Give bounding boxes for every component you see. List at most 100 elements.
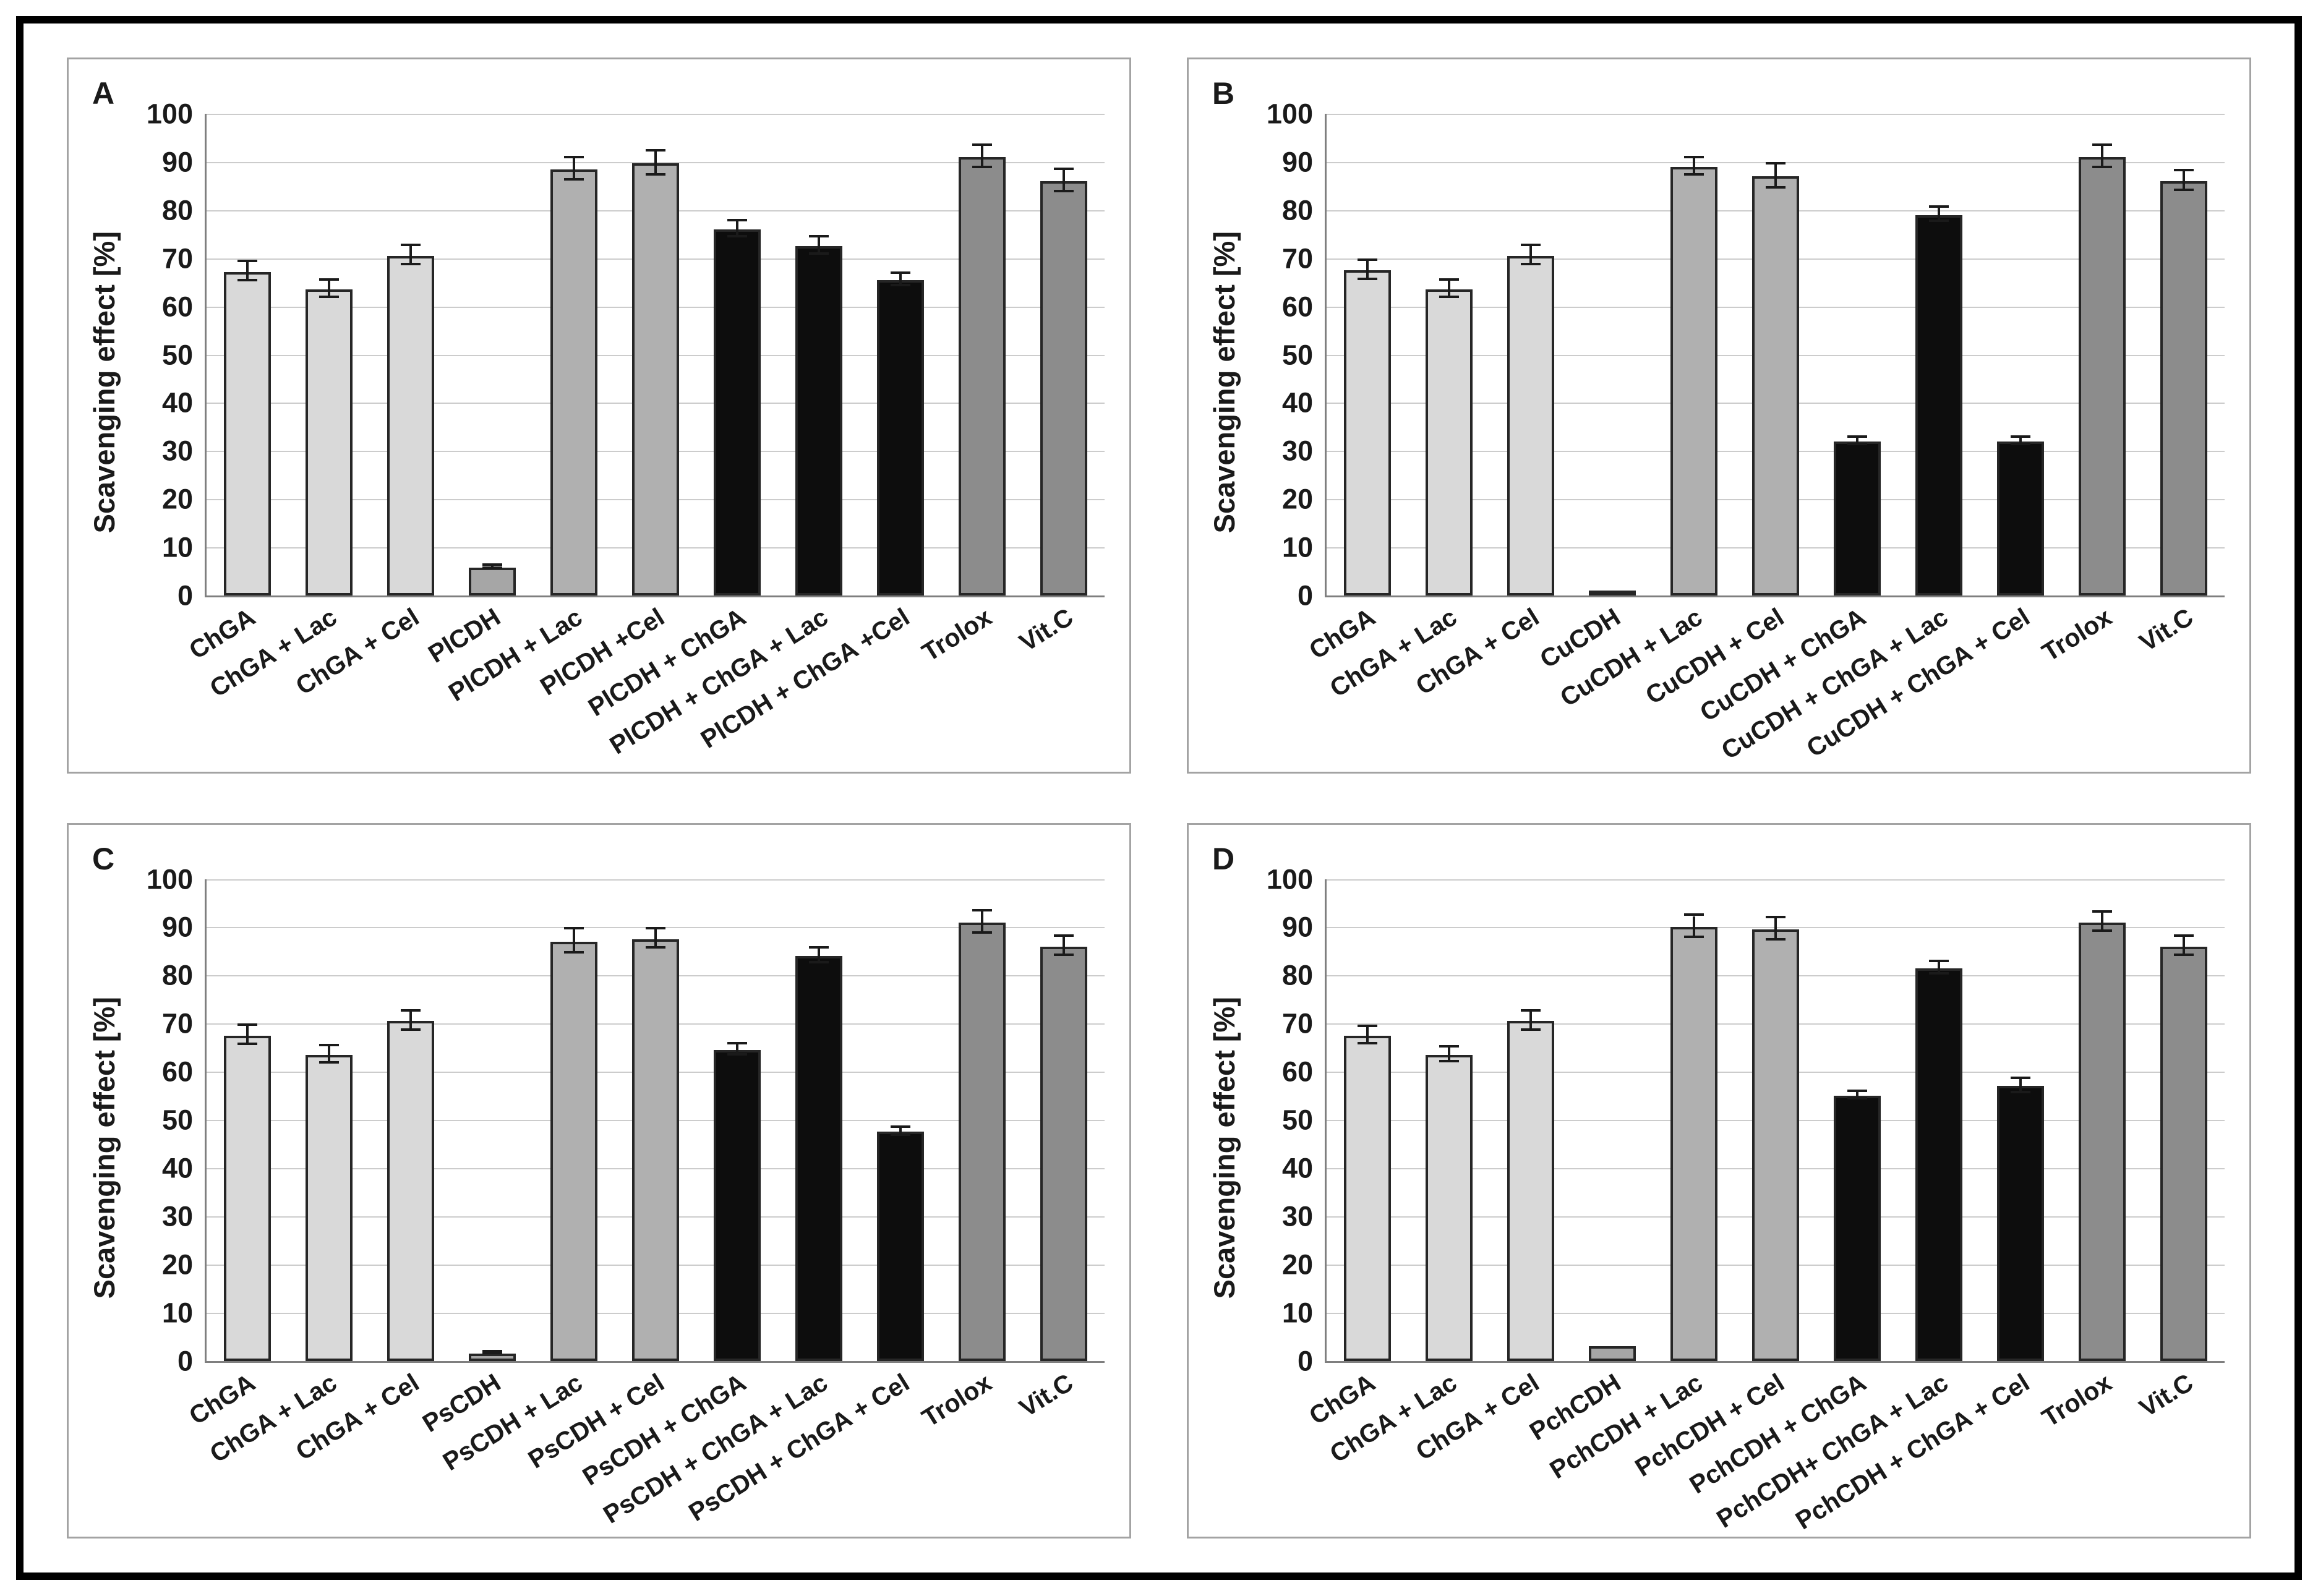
bar [631, 163, 680, 595]
error-bar [1529, 1011, 1532, 1031]
y-tick-label: 0 [177, 579, 193, 612]
bar-slot [1980, 114, 2061, 595]
y-tick-label: 10 [1281, 531, 1313, 563]
bar-slot [860, 114, 941, 595]
error-bar [654, 929, 657, 949]
error-bar-cap [1929, 971, 1949, 975]
bar-slot [451, 879, 533, 1361]
bar-slot [778, 879, 860, 1361]
y-tick-label: 50 [1281, 339, 1313, 370]
bar-slot [1490, 114, 1572, 595]
y-axis-label: Scavenging effect [%] [87, 996, 121, 1299]
panel-a: A Scavenging effect [%] 0 10 20 30 40 50 60 70 8… [67, 58, 1131, 774]
y-tick-label: 90 [161, 146, 193, 178]
error-bar-cap [1439, 1059, 1459, 1062]
error-bar-cap [891, 283, 910, 286]
bar-slot [1816, 879, 1898, 1361]
gridline [207, 879, 1105, 881]
error-bar [2183, 936, 2185, 957]
panel-d: D Scavenging effect [%] 0 10 20 30 40 50 60 70 8… [1187, 822, 2251, 1538]
y-tick-label: 80 [161, 959, 193, 991]
error-bar-cap [401, 244, 421, 247]
error-bar-cap [1929, 959, 1949, 962]
y-tick-label: 70 [1281, 242, 1313, 275]
bar [1343, 1035, 1392, 1361]
bar [1040, 946, 1088, 1361]
error-bar-cap [1929, 220, 1949, 223]
y-tick-label: 20 [1281, 483, 1313, 515]
error-bar [2101, 913, 2103, 932]
bar-slot [288, 879, 370, 1361]
bar-slot [2061, 114, 2143, 595]
error-bar [899, 273, 902, 286]
error-bar [818, 949, 820, 963]
gridline [207, 114, 1105, 115]
y-tick-label: 0 [1297, 1345, 1313, 1376]
bars-layer [207, 114, 1105, 595]
error-bar-cap [1847, 435, 1867, 438]
bar-slot [615, 114, 696, 595]
error-bar-cap [972, 931, 992, 934]
x-tick-label: Trolox [2037, 1367, 2116, 1433]
error-bar-cap [1766, 916, 1786, 919]
bar [713, 1050, 761, 1361]
error-bar-cap [809, 252, 829, 255]
bar [2160, 181, 2208, 595]
bar [305, 289, 353, 595]
error-bar-cap [482, 1350, 502, 1353]
y-tick-label: 10 [1281, 1297, 1313, 1329]
panel-c: C Scavenging effect [%] 0 10 20 30 40 50 60 70 8… [67, 822, 1131, 1538]
x-axis-labels: ChGA ChGA + Lac ChGA + Cel PlCDH PlCDH + Lac… [184, 597, 1105, 763]
bar-slot [1653, 879, 1735, 1361]
error-bar-cap [2011, 1076, 2030, 1079]
error-bar-cap [564, 951, 584, 954]
bar [1670, 166, 1718, 595]
bar-slot [2143, 114, 2225, 595]
error-bar [1366, 260, 1369, 280]
error-bar [409, 246, 412, 266]
error-bar [1063, 170, 1065, 192]
y-tick-label: 90 [1281, 146, 1313, 178]
bar [223, 1035, 272, 1361]
error-bar-cap [564, 177, 584, 181]
error-bar [1529, 246, 1532, 266]
bar [387, 255, 435, 595]
bar [1343, 270, 1392, 595]
bar-slot [370, 879, 451, 1361]
error-bar-cap [319, 296, 339, 299]
y-tick-label: 40 [161, 386, 193, 419]
plot-area: 0 10 20 30 40 50 60 70 80 90 100 [1267, 865, 2225, 1375]
panel-letter: B [1212, 76, 1235, 111]
bar [1507, 255, 1555, 595]
error-bar-cap [1766, 161, 1786, 164]
error-bar-cap [564, 927, 584, 930]
y-axis-label: Scavenging effect [%] [1207, 996, 1241, 1299]
error-bar-cap [809, 235, 829, 238]
y-tick-label: 30 [161, 1200, 193, 1232]
bar [1915, 968, 1963, 1361]
error-bar [2019, 1078, 2022, 1094]
error-bar-cap [2174, 934, 2194, 937]
error-bar-cap [564, 155, 584, 158]
error-bar [409, 1011, 412, 1031]
y-tick-label: 100 [1266, 98, 1313, 130]
error-bar-cap [319, 1043, 339, 1046]
error-bar-cap [1684, 913, 1704, 916]
bar [795, 956, 843, 1361]
x-tick-label: Vit.C [2134, 602, 2199, 657]
error-bar-cap [1766, 186, 1786, 189]
bar-slot [696, 114, 778, 595]
error-bar [573, 158, 575, 181]
error-bar-cap [1358, 277, 1377, 280]
error-bar [899, 1128, 902, 1136]
panel-letter: C [92, 841, 115, 876]
error-bar-cap [1439, 296, 1459, 299]
error-bar-cap [727, 1053, 747, 1056]
bar-slot [1327, 114, 1408, 595]
y-tick-label: 60 [1281, 1056, 1313, 1088]
gridline [1327, 114, 2225, 115]
error-bar-cap [1054, 954, 1074, 957]
y-tick-label: 60 [1281, 291, 1313, 323]
y-tick-label: 0 [177, 1345, 193, 1376]
bar-slot [1327, 879, 1408, 1361]
